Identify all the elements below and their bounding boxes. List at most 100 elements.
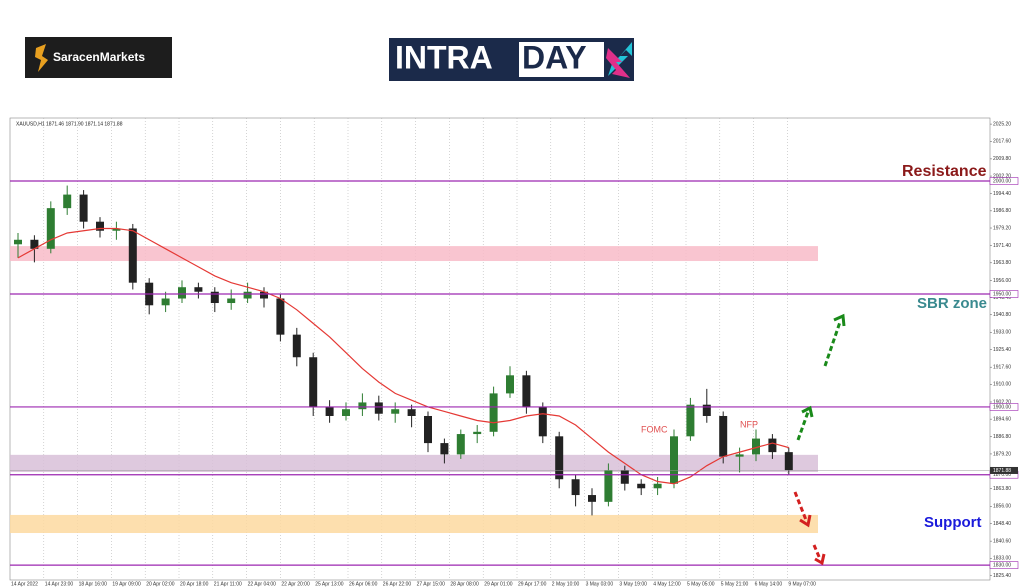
- y-tick-label: 1948.40: [993, 295, 1011, 301]
- candle-body: [260, 291, 268, 299]
- level-label: 2000.00: [993, 178, 1011, 184]
- candle-body: [506, 375, 514, 394]
- candle-body: [768, 438, 777, 453]
- y-tick-label: 1886.80: [993, 434, 1011, 440]
- y-tick-label: 1925.40: [993, 347, 1011, 353]
- x-tick-label: 26 Apr 22:00: [383, 581, 412, 587]
- candle-body: [325, 406, 334, 416]
- logo-highlight: [519, 42, 604, 77]
- candle-body: [358, 402, 367, 410]
- brand-icon: [35, 44, 48, 72]
- y-tick-label: 2025.20: [993, 121, 1011, 127]
- zone: [10, 454, 818, 473]
- y-tick-label: 1848.40: [993, 521, 1011, 527]
- candle-body: [128, 228, 137, 283]
- brand-name: SaracenMarkets: [53, 50, 145, 64]
- y-tick-label: 1933.00: [993, 330, 1011, 336]
- candle-body: [46, 208, 55, 249]
- x-tick-label: 19 Apr 09:00: [112, 581, 141, 587]
- zone: [10, 514, 818, 534]
- down-arrow: [812, 544, 822, 560]
- y-tick-label: 1833.00: [993, 556, 1011, 562]
- price-tag: [990, 466, 1018, 474]
- down-arrow: [793, 491, 808, 521]
- candle-body: [440, 443, 449, 455]
- arrow-head: [799, 514, 812, 528]
- x-tick-label: 14 Apr 23:00: [45, 581, 74, 587]
- y-tick-label: 1910.00: [993, 382, 1011, 388]
- up-arrow: [796, 411, 810, 441]
- candle-body: [456, 434, 465, 455]
- x-tick-label: 26 Apr 06:00: [349, 581, 378, 587]
- plot-area: [9, 117, 991, 581]
- candle-body: [522, 375, 531, 407]
- x-tick-label: 5 May 05:00: [687, 581, 715, 587]
- y-tick-label: 1879.20: [993, 451, 1011, 457]
- x-tick-label: 3 May 19:00: [619, 581, 647, 587]
- y-tick-label: 1863.80: [993, 486, 1011, 492]
- y-tick-label: 1840.60: [993, 538, 1011, 544]
- x-tick-label: 29 Apr 01:00: [484, 581, 513, 587]
- candle-body: [276, 298, 285, 335]
- chart-title: XAUUSD,H1 1871.46 1871.90 1871.14 1871.8…: [16, 121, 123, 127]
- level-label: 1900.00: [993, 404, 1011, 410]
- annotation: FOMC: [641, 424, 668, 434]
- x-tick-label: 5 May 21:00: [721, 581, 749, 587]
- candle-body: [391, 409, 400, 414]
- candle-body: [161, 298, 170, 306]
- level-label: 1950.00: [993, 291, 1011, 297]
- x-tick-label: 28 Apr 08:00: [450, 581, 479, 587]
- y-tick-label: 2009.80: [993, 156, 1011, 162]
- arrow-head: [814, 553, 826, 566]
- y-tick-label: 1963.80: [993, 260, 1011, 266]
- candle-body: [752, 438, 760, 455]
- level-tag: [989, 561, 1019, 569]
- y-tick-label: 1917.60: [993, 365, 1011, 371]
- candle-body: [14, 239, 22, 245]
- y-tick-label: 1986.80: [993, 208, 1011, 214]
- candle-body: [407, 409, 416, 416]
- y-tick-label: 1940.80: [993, 312, 1011, 318]
- y-tick-label: 1979.20: [993, 225, 1011, 231]
- candle-body: [555, 436, 564, 480]
- candle-body: [620, 470, 629, 484]
- candle-body: [735, 454, 744, 457]
- annotation: Support: [924, 514, 982, 531]
- candle-body: [342, 409, 350, 416]
- candle-body: [538, 406, 547, 437]
- level-tag: [989, 177, 1019, 185]
- candle-body: [79, 194, 88, 222]
- candle-body: [210, 291, 219, 304]
- candle-body: [292, 334, 301, 358]
- x-tick-label: 20 Apr 02:00: [146, 581, 175, 587]
- candle-body: [670, 436, 678, 484]
- x-tick-label: 14 Apr 2022: [11, 581, 38, 587]
- candle-body: [784, 452, 793, 471]
- level-tag: [989, 403, 1019, 411]
- candle-body: [374, 402, 383, 414]
- x-tick-label: 3 May 03:00: [586, 581, 614, 587]
- brand-box: [25, 37, 172, 78]
- annotation: SBR zone: [917, 295, 987, 312]
- x-tick-label: 4 May 12:00: [653, 581, 681, 587]
- logo-arrow: [606, 48, 630, 78]
- candle-body: [178, 287, 186, 299]
- level-tag: [989, 290, 1019, 298]
- candle-body: [227, 298, 236, 304]
- y-tick-label: 1956.00: [993, 278, 1011, 284]
- moving-average: [17, 227, 789, 485]
- candle-body: [96, 221, 104, 231]
- arrows: [793, 313, 846, 566]
- candle-body: [309, 357, 318, 407]
- level-label: 1870.00: [993, 472, 1011, 478]
- arrow-head: [801, 405, 814, 418]
- y-tick-label: 1825.40: [993, 573, 1011, 579]
- annotation: NFP: [740, 419, 758, 429]
- x-tick-label: 2 May 10:00: [552, 581, 580, 587]
- x-tick-label: 9 May 07:00: [788, 581, 816, 587]
- x-tick-label: 18 Apr 16:00: [79, 581, 108, 587]
- zone: [10, 246, 818, 262]
- level-label: 1830.00: [993, 562, 1011, 568]
- candle-body: [719, 415, 728, 457]
